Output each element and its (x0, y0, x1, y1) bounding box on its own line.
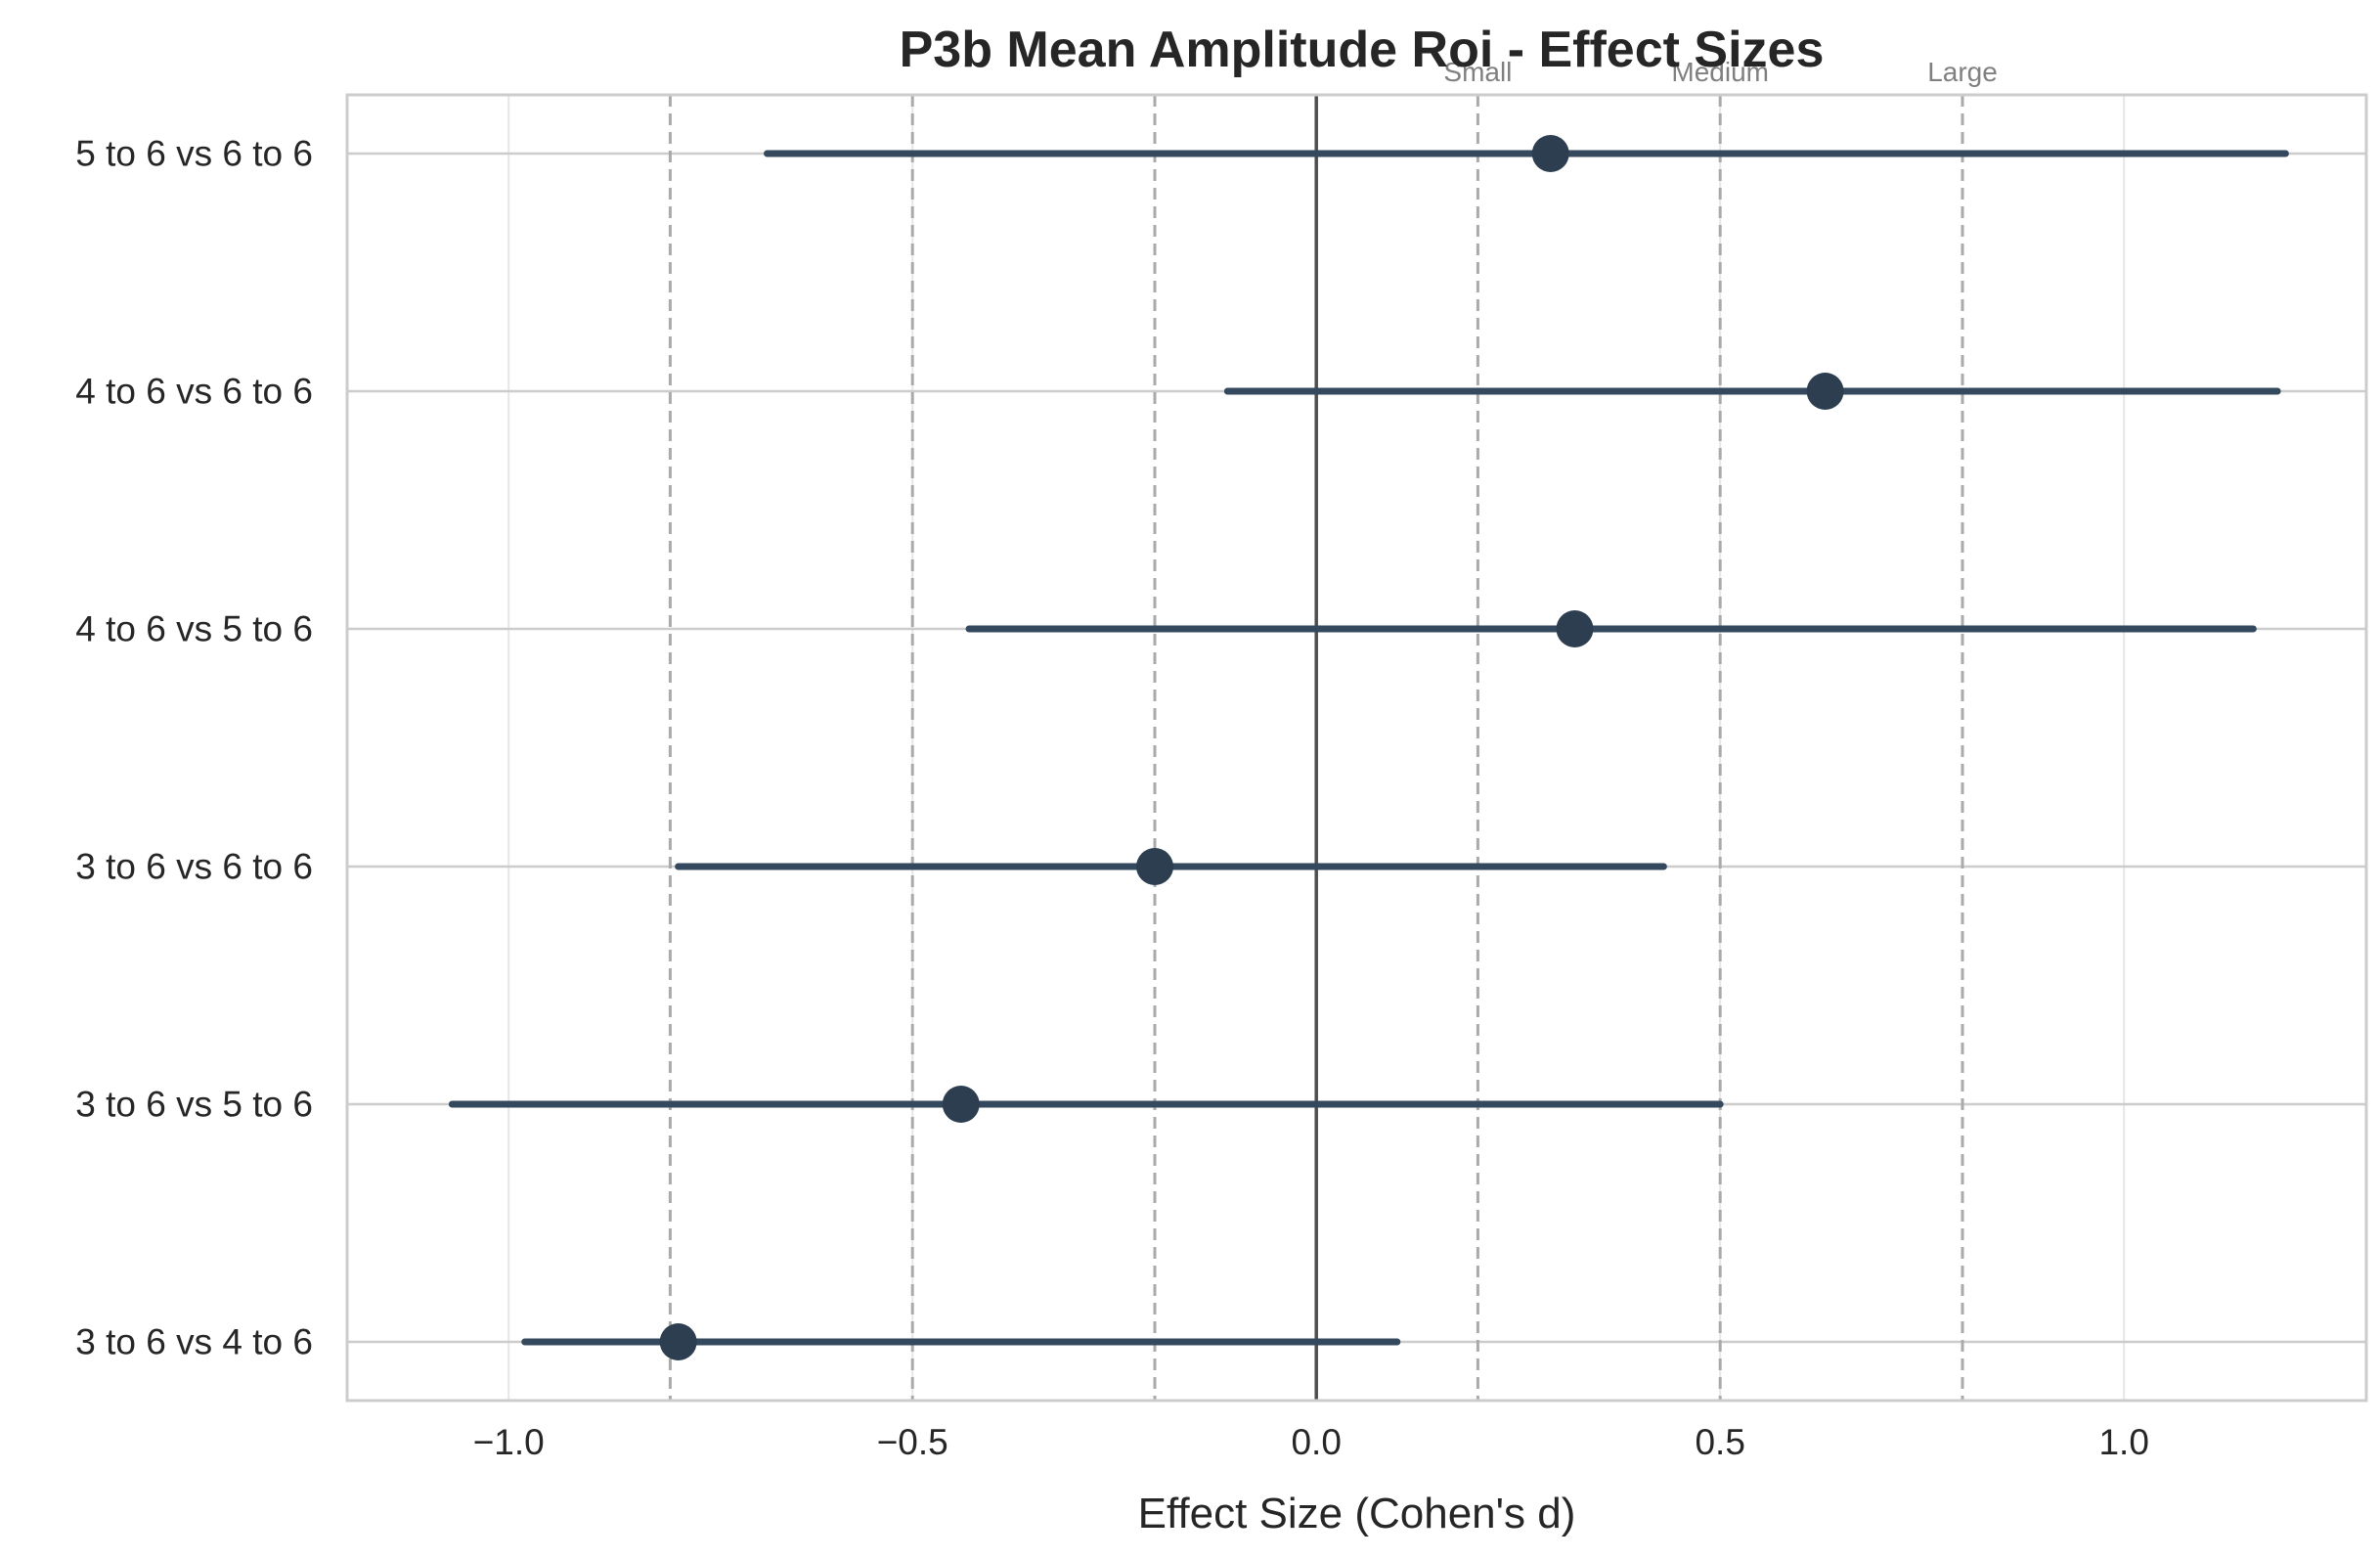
y-tick-label: 3 to 6 vs 4 to 6 (75, 1322, 313, 1362)
threshold-label: Large (1927, 57, 1998, 87)
threshold-label: Medium (1671, 57, 1769, 87)
effect-point (1531, 135, 1569, 172)
plot-frame (345, 93, 2368, 1403)
effect-point (1806, 373, 1844, 410)
chart-title: P3b Mean Amplitude Roi - Effect Sizes (900, 22, 1825, 78)
y-tick-label: 3 to 6 vs 5 to 6 (75, 1085, 313, 1125)
y-tick-label: 3 to 6 vs 6 to 6 (75, 847, 313, 887)
x-tick-label: −0.5 (877, 1422, 948, 1462)
y-tick-label: 5 to 6 vs 6 to 6 (75, 134, 313, 174)
x-tick-label: −1.0 (473, 1422, 545, 1462)
x-tick-label: 1.0 (2098, 1422, 2148, 1462)
threshold-lines (668, 95, 1964, 1401)
x-axis-label: Effect Size (Cohen's d) (1138, 1490, 1576, 1537)
effect-point (1556, 610, 1594, 647)
confidence-intervals (448, 150, 2289, 1346)
effect-point (659, 1323, 697, 1360)
y-tick-label: 4 to 6 vs 6 to 6 (75, 372, 313, 412)
x-tick-label: 0.5 (1695, 1422, 1744, 1462)
x-tick-label: 0.0 (1291, 1422, 1341, 1462)
threshold-label: Small (1443, 57, 1512, 87)
y-tick-label: 4 to 6 vs 5 to 6 (75, 609, 313, 649)
y-tick-labels: 5 to 6 vs 6 to 6 4 to 6 vs 6 to 6 4 to 6 v… (75, 134, 313, 1362)
threshold-labels: Small Medium Large (1443, 57, 1997, 87)
grid-layer (347, 95, 2366, 1401)
effect-point (1136, 848, 1173, 885)
effect-points (659, 135, 1844, 1360)
x-tick-labels: −1.0 −0.5 0.0 0.5 1.0 (473, 1422, 2149, 1462)
effect-point (942, 1086, 980, 1123)
